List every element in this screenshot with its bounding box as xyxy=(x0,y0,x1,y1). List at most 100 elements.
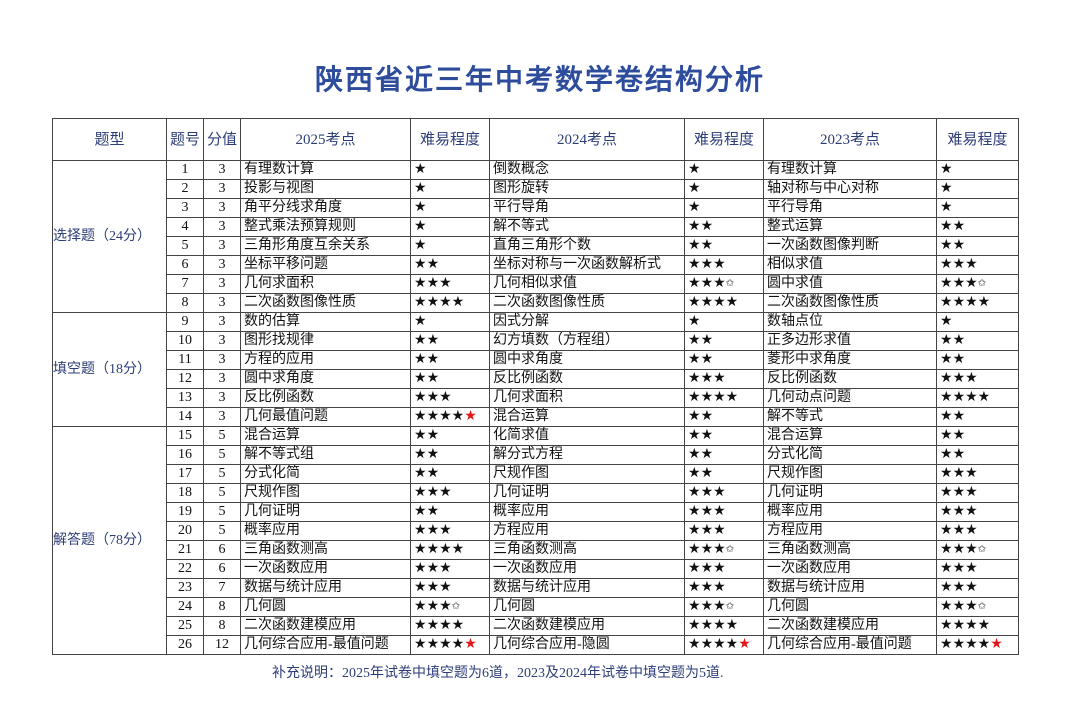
star-rating-icon: ★★★ xyxy=(688,561,726,576)
topic-2023: 数据与统计应用 xyxy=(763,578,938,598)
question-score: 3 xyxy=(203,179,242,199)
question-number: 16 xyxy=(165,445,205,465)
difficulty-2025: ★ xyxy=(410,217,491,237)
difficulty-2023: ★ xyxy=(936,160,1020,180)
star-rating-icon: ★★ xyxy=(414,428,440,443)
topic-2024: 混合运算 xyxy=(489,407,686,427)
table-row: 3 3 角平分线求角度 ★ 平行导角 ★ 平行导角 ★ xyxy=(53,198,1020,218)
topic-2024: 化简求值 xyxy=(489,426,686,446)
question-score: 5 xyxy=(203,464,242,484)
difficulty-2025: ★ xyxy=(410,198,491,218)
topic-2024: 三角函数测高 xyxy=(489,540,686,560)
footnote: 补充说明：2025年试卷中填空题为6道，2023及2024年试卷中填空题为5道. xyxy=(272,666,724,681)
difficulty-2025: ★★ xyxy=(410,502,491,522)
difficulty-2024: ★★★ xyxy=(684,521,765,541)
difficulty-2024: ★★ xyxy=(684,407,765,427)
question-number: 19 xyxy=(165,502,205,522)
topic-2023: 方程应用 xyxy=(763,521,938,541)
topic-2023: 二次函数建模应用 xyxy=(763,616,938,636)
star-rating-icon: ★★★ xyxy=(414,485,452,500)
table-row: 25 8 二次函数建模应用 ★★★★ 二次函数建模应用 ★★★★ 二次函数建模应用 ★★★★ xyxy=(53,616,1020,636)
topic-2024: 坐标对称与一次函数解析式 xyxy=(489,255,686,275)
question-number: 14 xyxy=(165,407,205,427)
question-number: 10 xyxy=(165,331,205,351)
difficulty-2023: ★★ xyxy=(936,445,1020,465)
difficulty-2024: ★★★ xyxy=(684,502,765,522)
star-rating-icon: ★★★★ xyxy=(414,542,465,557)
page-title: 陕西省近三年中考数学卷结构分析 xyxy=(314,65,765,96)
topic-2023: 一次函数应用 xyxy=(763,559,938,579)
star-rating-icon: ★ xyxy=(414,219,427,234)
difficulty-2024: ★★★ xyxy=(684,483,765,503)
red-star-icon: ★ xyxy=(464,637,477,652)
question-score: 3 xyxy=(203,388,242,408)
difficulty-2023: ★★ xyxy=(936,217,1020,237)
difficulty-2025: ★★★★★ xyxy=(410,635,491,655)
half-star-icon: ✩ xyxy=(725,544,735,555)
topic-2023: 一次函数图像判断 xyxy=(763,236,938,256)
topic-2025: 分式化简 xyxy=(240,464,412,484)
question-score: 12 xyxy=(203,635,242,655)
star-rating-icon: ★★ xyxy=(940,428,966,443)
topic-2025: 尺规作图 xyxy=(240,483,412,503)
star-rating-icon: ★★★★ xyxy=(414,618,465,633)
topic-2024: 几何证明 xyxy=(489,483,686,503)
question-score: 5 xyxy=(203,426,242,446)
star-rating-icon: ★★★★ xyxy=(414,409,465,424)
star-rating-icon: ★★★★ xyxy=(940,637,991,652)
star-rating-icon: ★ xyxy=(414,162,427,177)
question-number: 8 xyxy=(165,293,205,313)
table-row: 16 5 解不等式组 ★★ 解分式方程 ★★ 分式化简 ★★ xyxy=(53,445,1020,465)
star-rating-icon: ★ xyxy=(688,314,701,329)
difficulty-2023: ★★ xyxy=(936,426,1020,446)
difficulty-2023: ★★★ xyxy=(936,483,1020,503)
question-number: 20 xyxy=(165,521,205,541)
table-row: 14 3 几何最值问题 ★★★★★ 混合运算 ★★ 解不等式 ★★ xyxy=(53,407,1020,427)
topic-2025: 数据与统计应用 xyxy=(240,578,412,598)
star-rating-icon: ★★★ xyxy=(688,257,726,272)
topic-2025: 投影与视图 xyxy=(240,179,412,199)
difficulty-2024: ★★★ xyxy=(684,559,765,579)
difficulty-2025: ★★★ xyxy=(410,483,491,503)
star-rating-icon: ★★★ xyxy=(688,276,726,291)
table-row: 19 5 几何证明 ★★ 概率应用 ★★★ 概率应用 ★★★ xyxy=(53,502,1020,522)
question-number: 3 xyxy=(165,198,205,218)
question-score: 5 xyxy=(203,445,242,465)
difficulty-2024: ★★★✩ xyxy=(684,540,765,560)
table-row: 2 3 投影与视图 ★ 图形旋转 ★ 轴对称与中心对称 ★ xyxy=(53,179,1020,199)
question-score: 8 xyxy=(203,616,242,636)
question-score: 3 xyxy=(203,312,242,332)
table-row: 17 5 分式化简 ★★ 尺规作图 ★★ 尺规作图 ★★★ xyxy=(53,464,1020,484)
star-rating-icon: ★★★ xyxy=(414,599,452,614)
topic-2023: 概率应用 xyxy=(763,502,938,522)
star-rating-icon: ★★ xyxy=(940,333,966,348)
difficulty-2023: ★★★✩ xyxy=(936,597,1020,617)
topic-2024: 直角三角形个数 xyxy=(489,236,686,256)
star-rating-icon: ★★ xyxy=(688,333,714,348)
topic-2024: 解不等式 xyxy=(489,217,686,237)
question-number: 12 xyxy=(165,369,205,389)
question-number: 26 xyxy=(165,635,205,655)
difficulty-2023: ★★ xyxy=(936,236,1020,256)
difficulty-2024: ★★★★★ xyxy=(684,635,765,655)
topic-2023: 三角函数测高 xyxy=(763,540,938,560)
star-rating-icon: ★★★★ xyxy=(414,637,465,652)
header-2023-difficulty: 难易程度 xyxy=(936,118,1020,161)
topic-2023: 混合运算 xyxy=(763,426,938,446)
header-score: 分值 xyxy=(203,118,242,161)
red-star-icon: ★ xyxy=(738,637,751,652)
difficulty-2025: ★★★✩ xyxy=(410,597,491,617)
star-rating-icon: ★★ xyxy=(940,447,966,462)
table-row: 7 3 几何求面积 ★★★ 几何相似求值 ★★★✩ 圆中求值 ★★★✩ xyxy=(53,274,1020,294)
star-rating-icon: ★★★★ xyxy=(688,637,739,652)
star-rating-icon: ★★ xyxy=(414,352,440,367)
topic-2024: 因式分解 xyxy=(489,312,686,332)
star-rating-icon: ★★★ xyxy=(688,371,726,386)
star-rating-icon: ★★★★ xyxy=(940,390,991,405)
topic-2023: 有理数计算 xyxy=(763,160,938,180)
star-rating-icon: ★★★ xyxy=(940,561,978,576)
difficulty-2024: ★★ xyxy=(684,350,765,370)
star-rating-icon: ★★★ xyxy=(940,523,978,538)
topic-2024: 几何圆 xyxy=(489,597,686,617)
difficulty-2023: ★★ xyxy=(936,350,1020,370)
